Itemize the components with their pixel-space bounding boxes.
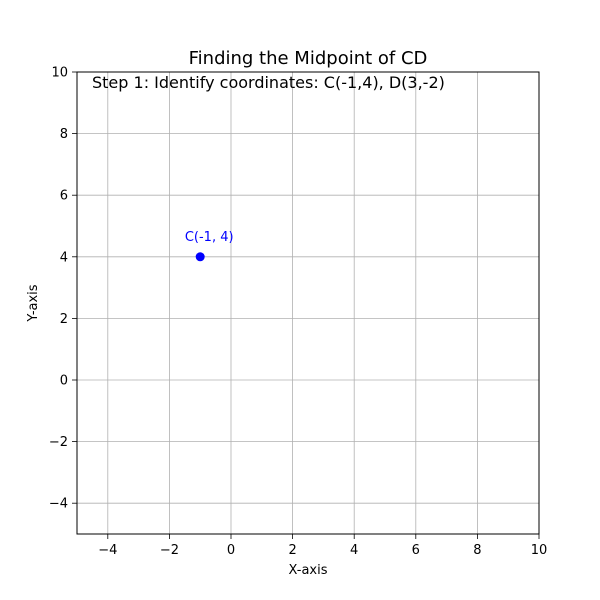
x-tick-label: 0 [227,543,235,558]
x-tick-label: −4 [98,543,117,558]
y-tick-label: −2 [49,435,68,450]
x-tick-label: 6 [412,543,420,558]
y-tick-label: 2 [60,312,68,327]
y-tick-label: 10 [51,66,68,81]
plot-area-frame [76,71,540,535]
x-tick-label: 2 [288,543,296,558]
x-tick-label: −2 [160,543,179,558]
point-label: C(-1, 4) [185,230,234,245]
chart-title: Finding the Midpoint of CD [189,48,428,69]
point-marker [195,252,205,262]
y-tick-label: 0 [60,374,68,389]
step-annotation: Step 1: Identify coordinates: C(-1,4), D… [92,73,445,92]
x-tick-label: 8 [473,543,481,558]
x-axis-label: X-axis [289,563,328,578]
y-axis-label: Y-axis [26,284,41,322]
y-tick-label: 6 [60,189,68,204]
y-tick-label: 4 [60,250,68,265]
x-axis-ticks: −4 −2 0 2 4 6 8 10 [98,534,547,558]
y-tick-label: −4 [49,497,68,512]
grid [77,71,540,534]
y-axis-ticks: −4 −2 0 2 4 6 8 10 [49,66,77,512]
x-tick-label: 10 [531,543,548,558]
y-tick-label: 8 [60,127,68,142]
x-tick-label: 4 [350,543,358,558]
data-points: C(-1, 4) [185,230,234,262]
